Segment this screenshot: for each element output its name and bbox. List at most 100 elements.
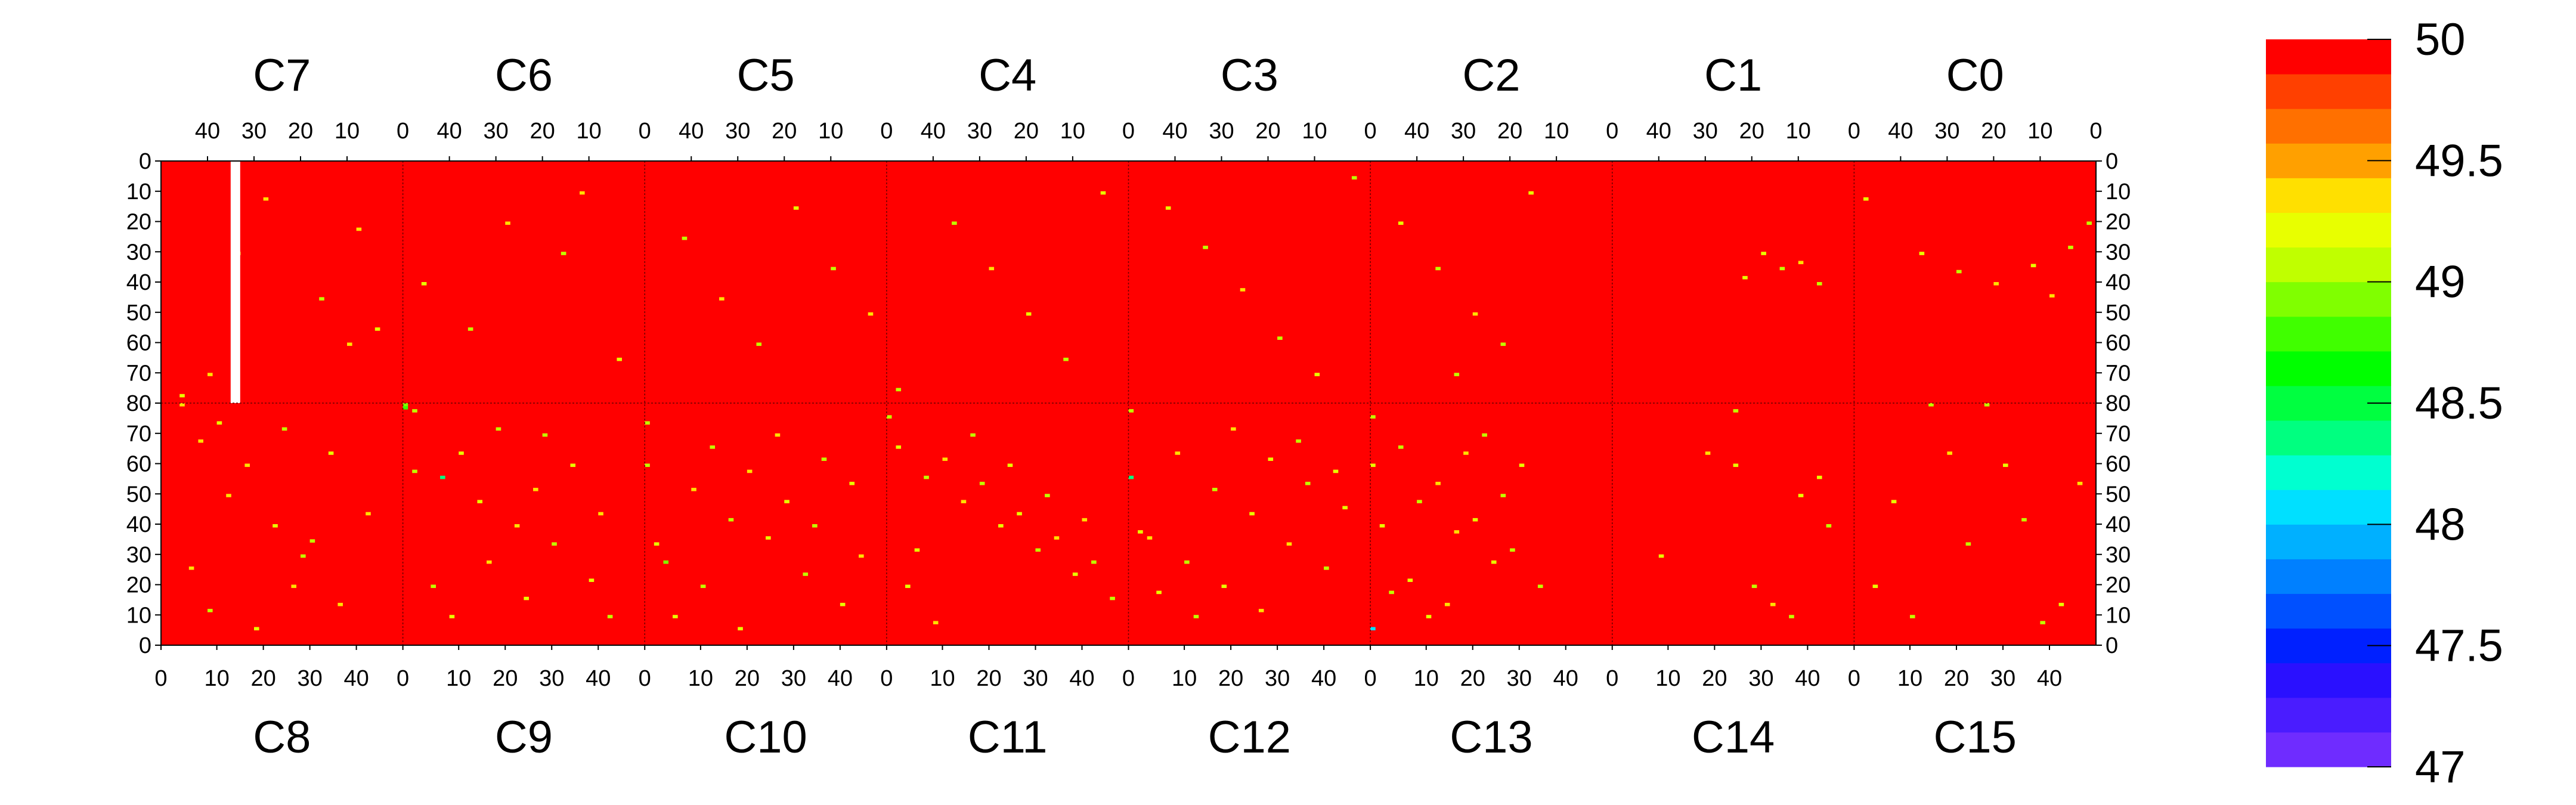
bottom-x-tick-label: 40 [1069,666,1094,691]
outlier-cell [803,572,809,576]
outlier-cell [1770,602,1776,606]
outlier-cell [1463,451,1469,455]
bottom-x-tick-label: 40 [2037,666,2062,691]
outlier-cell [1370,627,1376,631]
outlier-cell [2077,481,2083,485]
outlier-cell [487,560,492,564]
outlier-cell [645,421,650,425]
outlier-cell [1017,512,1022,516]
outlier-cell [1045,494,1050,497]
outlier-cell [179,394,185,398]
outlier-cell [747,469,753,473]
outlier-cell [347,342,352,346]
outlier-cell [1249,512,1255,516]
outlier-cell [431,584,436,589]
outlier-cell [496,427,501,431]
outlier-cell [1324,566,1329,570]
bottom-x-tick-label: 10 [688,666,713,691]
bottom-x-tick-label: 30 [1023,666,1048,691]
outlier-cell [710,445,716,449]
left-y-tick-label: 70 [126,422,151,447]
left-y-tick-label: 50 [126,482,151,507]
outlier-cell [1779,267,1785,271]
chip-label-c3: C3 [1221,50,1278,101]
outlier-cell [1082,518,1088,522]
bottom-x-tick-label: 10 [1172,666,1197,691]
outlier-cell [477,500,483,503]
bottom-x-tick-label: 0 [1364,666,1377,691]
left-y-tick-label: 60 [126,331,151,356]
bottom-x-tick-label: 40 [1553,666,1578,691]
outlier-cell [198,439,203,443]
left-y-tick-label: 40 [126,270,151,295]
outlier-cell [2021,518,2027,522]
bottom-x-tick-label: 10 [1414,666,1439,691]
outlier-cell [1947,451,1952,455]
outlier-cell [952,221,957,225]
outlier-cell [859,554,864,558]
outlier-cell [328,451,334,455]
left-y-tick-label: 50 [126,301,151,326]
outlier-cell [1472,518,1478,522]
outlier-cell [1165,206,1171,210]
top-x-tick-label: 0 [880,119,893,144]
outlier-cell [1872,584,1878,589]
outlier-cell [645,463,650,467]
left-y-tick-label: 80 [126,391,151,416]
outlier-cell [412,409,417,413]
colorbar-segment [2266,593,2391,629]
outlier-cell [1054,536,1060,540]
chip-label-c2: C2 [1462,50,1520,101]
outlier-cell [784,500,789,503]
dead-column-stripe [230,161,240,403]
outlier-cell [421,282,427,286]
colorbar-segment [2266,109,2391,144]
colorbar-segment [2266,178,2391,213]
bottom-x-tick-label: 0 [154,666,167,691]
top-x-tick-label: 20 [1739,119,1764,144]
chip-label-c8: C8 [253,712,311,763]
outlier-cell [1519,463,1525,467]
right-y-tick-label: 50 [2106,482,2131,507]
outlier-cell [1091,560,1097,564]
outlier-cell [1231,427,1236,431]
outlier-cell [356,227,362,231]
outlier-cell [970,433,976,437]
outlier-cell [840,602,846,606]
chip-label-c4: C4 [979,50,1036,101]
colorbar-tick-label: 49 [2415,257,2466,308]
outlier-cell [2049,294,2055,298]
chip-label-c0: C0 [1946,50,2004,101]
colorbar-tick-label: 48 [2415,499,2466,550]
top-x-tick-label: 10 [1302,119,1327,144]
top-x-tick-label: 10 [2027,119,2052,144]
outlier-cell [1007,463,1013,467]
top-x-tick-label: 20 [1255,119,1280,144]
outlier-cell [1816,282,1822,286]
outlier-cell [1789,615,1794,618]
outlier-cell [319,297,324,301]
bottom-x-tick-label: 0 [397,666,409,691]
top-x-tick-label: 30 [242,119,267,144]
outlier-cell [552,542,557,546]
right-y-tick-label: 0 [2106,633,2118,658]
colorbar-tick-label: 47 [2415,742,2466,792]
right-y-tick-label: 40 [2106,270,2131,295]
bottom-x-tick-label: 30 [781,666,806,691]
outlier-cell [1984,403,1990,407]
colorbar-segment [2266,351,2391,386]
left-y-tick-label: 40 [126,512,151,537]
outlier-cell [1110,596,1115,600]
outlier-cell [775,433,781,437]
right-y-tick-label: 20 [2106,573,2131,598]
left-y-tick-label: 30 [126,240,151,265]
outlier-cell [1733,409,1739,413]
bottom-x-tick-label: 10 [1897,666,1922,691]
outlier-cell [1128,409,1134,413]
outlier-cell [244,463,250,467]
outlier-cell [1398,445,1404,449]
bottom-x-tick-label: 20 [1702,666,1727,691]
right-y-tick-label: 20 [2106,210,2131,235]
right-y-tick-label: 10 [2106,179,2131,205]
outlier-cell [1919,252,1925,255]
